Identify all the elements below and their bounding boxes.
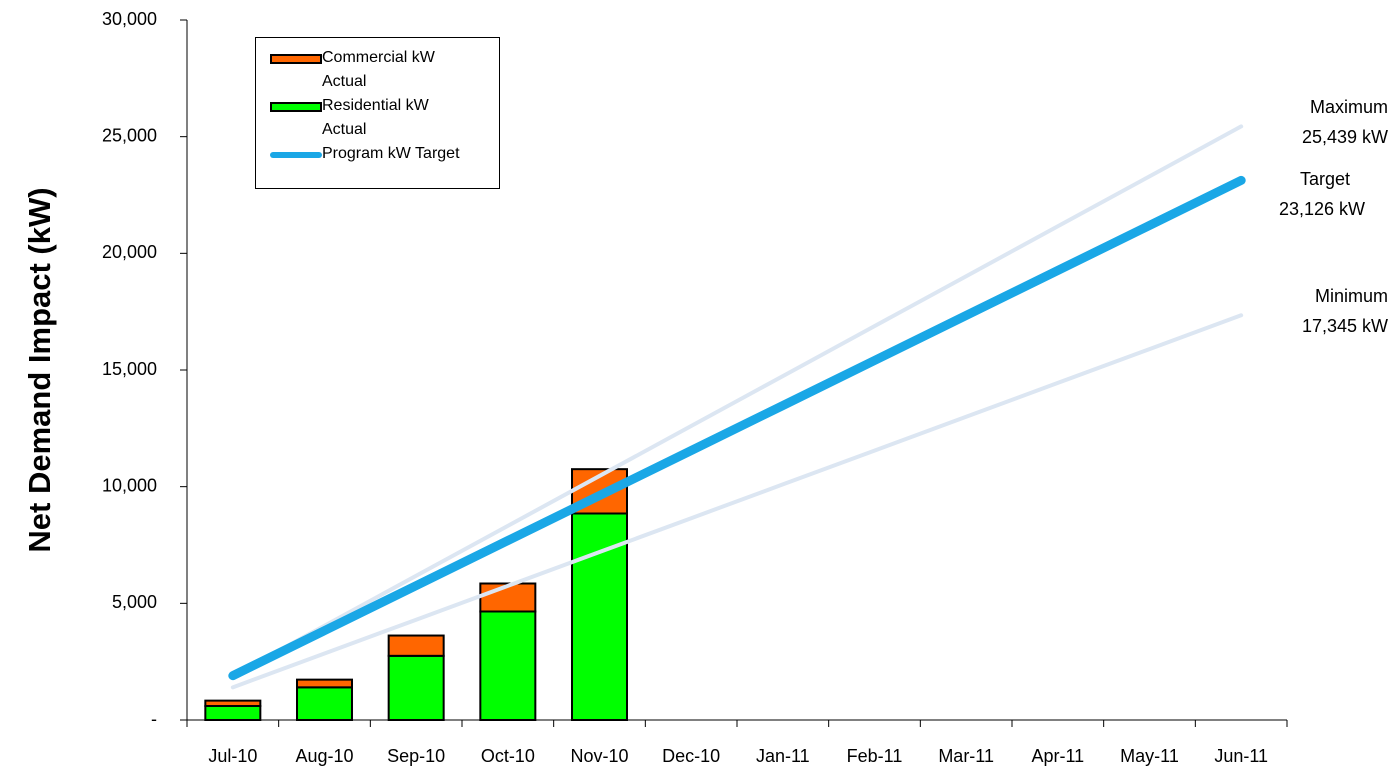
x-tick-label: Jan-11 [756, 746, 810, 766]
x-tick-label: Aug-10 [295, 746, 353, 766]
legend: Commercial kW Actual Residential kW Actua… [255, 37, 500, 189]
legend-item: Commercial kW Actual [270, 49, 462, 94]
legend-key [270, 102, 322, 112]
x-tick-label: Apr-11 [1031, 746, 1084, 766]
target-name: Target [1300, 169, 1350, 189]
bar [204, 699, 262, 708]
y-axis-label: Net Demand Impact (kW) [22, 187, 57, 552]
x-tick-label: Jul-10 [208, 746, 257, 766]
bar [296, 686, 353, 721]
bound-value: 25,439 kW [1302, 127, 1388, 147]
legend-item: Residential kW Actual [270, 97, 462, 142]
bar [296, 678, 353, 689]
target-value: 23,126 kW [1279, 199, 1365, 219]
bound-value: 17,345 kW [1302, 316, 1388, 336]
y-tick-label: 25,000 [102, 125, 157, 145]
bar [571, 512, 628, 721]
bar [387, 654, 445, 721]
y-tick-label: - [151, 709, 157, 729]
y-tick-label: 20,000 [102, 242, 157, 262]
legend-key [270, 152, 322, 158]
x-tick-label: Dec-10 [662, 746, 720, 766]
legend-label: Residential kW Actual [322, 97, 429, 138]
bound-name: Maximum [1310, 97, 1388, 117]
x-tick-label: Mar-11 [938, 746, 994, 766]
y-tick-label: 30,000 [102, 9, 157, 29]
bar [479, 582, 537, 613]
x-tick-label: Nov-10 [570, 746, 628, 766]
legend-item: Program kW Target [270, 145, 462, 166]
legend-label: Commercial kW Actual [322, 49, 435, 90]
bar [479, 610, 537, 721]
x-tick-label: Feb-11 [847, 746, 903, 766]
y-tick-label: 10,000 [102, 475, 157, 495]
legend-key [270, 54, 322, 64]
x-tick-label: Jun-11 [1214, 746, 1268, 766]
y-tick-label: 15,000 [102, 359, 157, 379]
y-tick-label: 5,000 [112, 592, 157, 612]
bar [387, 634, 445, 657]
bound-line [230, 124, 1244, 678]
bound-line [230, 313, 1244, 690]
x-tick-label: May-11 [1120, 746, 1179, 766]
x-tick-label: Oct-10 [481, 746, 535, 766]
legend-label: Program kW Target [322, 145, 460, 162]
bound-name: Minimum [1315, 286, 1388, 306]
target-line [228, 175, 1246, 681]
bar [204, 705, 262, 721]
x-tick-label: Sep-10 [387, 746, 445, 766]
